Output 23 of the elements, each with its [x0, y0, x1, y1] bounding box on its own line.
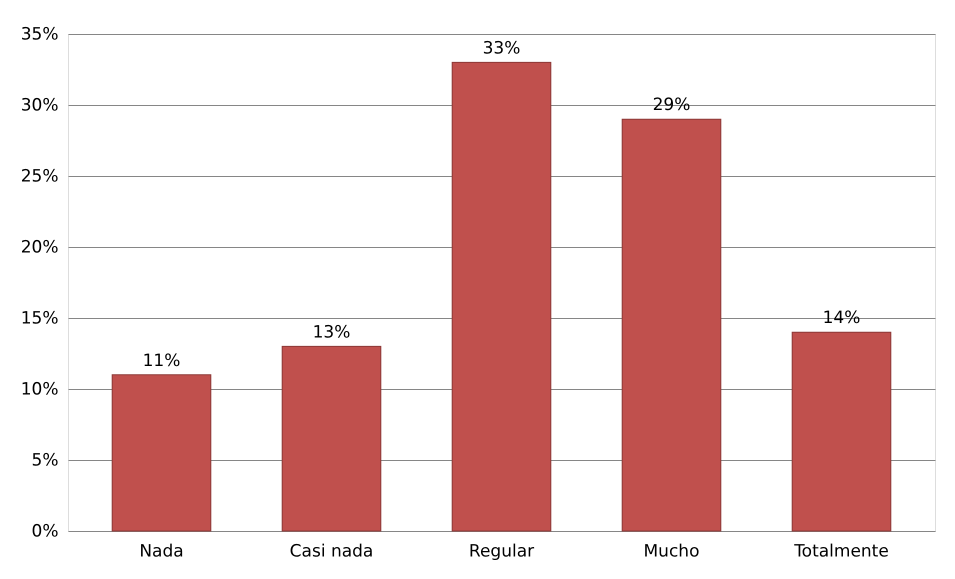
bar — [282, 346, 382, 532]
y-tick-label: 0% — [32, 522, 58, 542]
y-tick-label: 30% — [20, 96, 58, 116]
x-tick-label: Mucho — [644, 542, 700, 562]
data-label: 29% — [652, 95, 690, 116]
y-tick-label: 15% — [20, 308, 58, 328]
bar — [112, 374, 212, 532]
y-tick-label: 10% — [20, 380, 58, 400]
data-label: 33% — [482, 38, 520, 58]
x-tick-label: Totalmente — [793, 542, 889, 562]
data-label: 14% — [822, 308, 860, 328]
x-tick-label: Casi nada — [290, 542, 374, 562]
y-tick-label: 20% — [20, 238, 58, 258]
bar — [452, 62, 552, 532]
bar — [792, 332, 892, 532]
y-tick-label: 35% — [20, 24, 58, 44]
data-label: 13% — [312, 322, 350, 342]
y-tick-label: 25% — [20, 166, 58, 186]
data-label: 11% — [142, 350, 180, 371]
x-tick-label: Nada — [139, 542, 184, 562]
x-tick-label: Regular — [468, 542, 534, 562]
bar — [622, 118, 722, 532]
y-tick-label: 5% — [32, 450, 58, 470]
